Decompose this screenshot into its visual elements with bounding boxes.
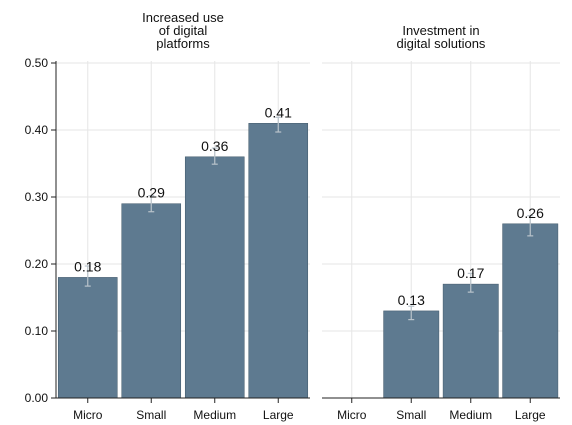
y-tick-label: 0.20	[25, 257, 49, 271]
panel-title-line: Increased use	[142, 10, 224, 25]
bar-small	[121, 203, 182, 399]
bar-large	[248, 123, 309, 399]
x-tick-label: Small	[136, 408, 166, 422]
panel-title: Investment in digital solutions	[397, 23, 486, 51]
x-tick-label: Micro	[337, 408, 367, 422]
x-tick-label: Small	[396, 408, 426, 422]
bar-micro	[57, 277, 118, 399]
x-tick-label: Medium	[193, 408, 236, 422]
y-tick-label: 0.30	[25, 190, 49, 204]
x-tick-label: Medium	[449, 408, 492, 422]
panel-title: Increased use of digital platforms	[142, 10, 224, 51]
panel-title-line: Investment in	[402, 23, 479, 38]
y-tick-label: 0.10	[25, 324, 49, 338]
data-label: 0.17	[457, 265, 484, 281]
y-axis: 0.00 0.10 0.20 0.30 0.40 0.50	[25, 56, 57, 405]
y-tick-label: 0.50	[25, 56, 49, 70]
panel-title-line: digital solutions	[397, 36, 486, 51]
x-tick-label: Micro	[73, 408, 103, 422]
data-label: 0.29	[138, 185, 165, 201]
data-label: 0.13	[398, 292, 425, 308]
bar-medium	[442, 283, 499, 399]
x-tick-label: Large	[263, 408, 294, 422]
data-label: 0.36	[201, 138, 228, 154]
panel-digital-solutions: Investment in digital solutions 0.13 0.17 0.…	[322, 23, 560, 422]
bar-small	[383, 310, 440, 399]
panel-title-line: platforms	[156, 36, 210, 51]
y-tick-label: 0.00	[25, 391, 49, 405]
data-label: 0.18	[74, 258, 101, 274]
panel-digital-platforms: Increased use of digital platforms 0.18 0.29…	[56, 10, 310, 422]
y-tick-label: 0.40	[25, 123, 49, 137]
bar-medium	[184, 156, 245, 399]
data-label: 0.26	[517, 205, 544, 221]
data-label: 0.41	[265, 104, 292, 120]
bar-large	[502, 223, 559, 399]
panel-title-line: of digital	[159, 23, 208, 38]
x-tick-label: Large	[515, 408, 546, 422]
